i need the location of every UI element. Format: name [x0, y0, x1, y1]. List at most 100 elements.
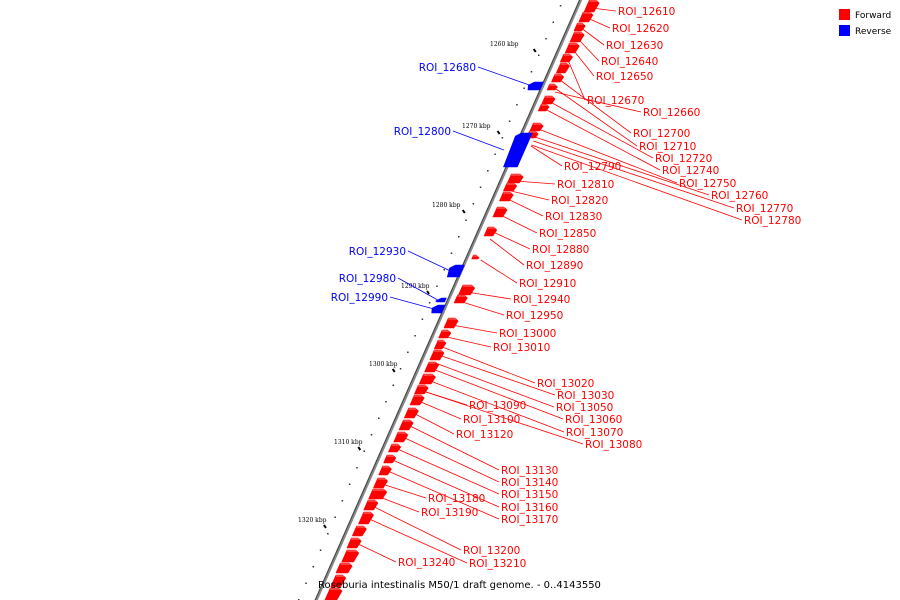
feature-label: ROI_12780 [744, 215, 801, 227]
feature-label: ROI_13140 [501, 477, 558, 489]
forward-feature [372, 477, 389, 489]
feature-arrows [324, 0, 600, 600]
feature-label: ROI_12630 [606, 40, 663, 52]
leader-line [407, 250, 451, 272]
tick-dot [545, 38, 547, 40]
leader-line [534, 136, 710, 196]
feature-label: ROI_13020 [537, 378, 594, 390]
forward-feature [569, 31, 585, 43]
feature-label: ROI_12640 [601, 56, 658, 68]
feature-label: ROI_12750 [679, 178, 736, 190]
forward-feature [357, 511, 374, 525]
leader-line [422, 390, 468, 406]
tick-dot [465, 219, 467, 221]
feature-label: ROI_13200 [463, 545, 520, 557]
tick-mark [461, 209, 466, 214]
feature-label: ROI_12830 [545, 211, 602, 223]
leader-line [511, 190, 550, 201]
leader-line [442, 346, 536, 384]
forward-feature [378, 465, 392, 476]
tick-label: 1280 kbp [432, 202, 461, 209]
legend-forward-label: Forward [855, 11, 891, 21]
forward-feature [529, 122, 544, 132]
leader-line [452, 324, 498, 334]
forward-feature [393, 431, 409, 443]
forward-feature [429, 349, 445, 361]
leader-line [572, 49, 595, 77]
forward-feature [578, 11, 594, 23]
forward-feature [499, 191, 514, 202]
feature-label: ROI_12770 [736, 203, 793, 215]
tick-dot [494, 153, 496, 155]
genome-backbone-shade [314, 0, 581, 600]
feature-label: ROI_12940 [513, 294, 570, 306]
feature-label: ROI_13170 [501, 514, 558, 526]
feature-label: ROI_13090 [469, 400, 526, 412]
tick-mark [391, 368, 396, 373]
leader-line [418, 400, 462, 420]
tick-dot [508, 120, 511, 122]
tick-label: 1260 kbp [490, 41, 519, 48]
reverse-feature [503, 132, 533, 168]
forward-feature [398, 419, 414, 431]
feature-label: ROI_12980 [339, 273, 396, 285]
tick-dot [385, 401, 387, 403]
feature-label: ROI_13190 [421, 507, 478, 519]
tick-label: 1320 kbp [298, 517, 327, 524]
leader-line [452, 130, 505, 151]
forward-feature [433, 339, 447, 350]
leader-line [555, 88, 638, 147]
leader-line [392, 459, 500, 508]
feature-label: ROI_13060 [565, 414, 622, 426]
forward-feature [335, 562, 353, 574]
feature-label: ROI_12760 [711, 190, 768, 202]
feature-label: ROI_13120 [456, 429, 513, 441]
tick-dot [421, 318, 424, 320]
tick-mark [357, 446, 362, 451]
leader-line [568, 60, 586, 101]
tick-dot [479, 186, 482, 188]
feature-label: ROI_12890 [526, 260, 583, 272]
forward-feature [555, 62, 570, 74]
feature-label: ROI_12740 [662, 165, 719, 177]
legend-reverse-label: Reverse [855, 27, 892, 37]
tick-dot [407, 351, 409, 353]
forward-feature [368, 488, 388, 500]
tick-dot [327, 533, 329, 535]
feature-label: ROI_12700 [633, 128, 690, 140]
feature-label: ROI_13100 [463, 414, 520, 426]
feature-label: ROI_13160 [501, 502, 558, 514]
tick-mark [323, 524, 327, 529]
forward-feature [453, 294, 468, 304]
tick-dots [298, 5, 562, 600]
genome-caption: Roseburia intestinalis M50/1 draft genom… [318, 580, 601, 591]
leader-line [462, 301, 505, 316]
forward-feature [541, 95, 556, 105]
leader-line [507, 198, 544, 217]
legend-forward-swatch [839, 9, 850, 20]
tick-dot [348, 483, 351, 485]
feature-label: ROI_12880 [532, 244, 589, 256]
tick-dot [501, 137, 504, 139]
forward-feature [583, 0, 600, 13]
feature-label: ROI_12910 [519, 278, 576, 290]
tick-dot [305, 582, 307, 584]
feature-label: ROI_12670 [587, 95, 644, 107]
leader-line [407, 424, 500, 471]
feature-label: ROI_12990 [331, 292, 388, 304]
forward-feature [330, 574, 347, 588]
genome-backbone [314, 0, 583, 600]
leader-line [559, 79, 632, 134]
forward-feature [573, 22, 586, 32]
leader-line [554, 91, 642, 113]
tick-label: 1270 kbp [462, 123, 491, 130]
label-leader-lines [355, 7, 743, 564]
feature-label: ROI_12660 [643, 107, 700, 119]
forward-feature [351, 525, 367, 537]
tick-dot [319, 549, 322, 551]
reverse-feature [434, 297, 447, 303]
leader-line [402, 436, 500, 483]
feature-label: ROI_12820 [551, 195, 608, 207]
tick-dot [487, 170, 489, 172]
leader-line [582, 28, 605, 46]
